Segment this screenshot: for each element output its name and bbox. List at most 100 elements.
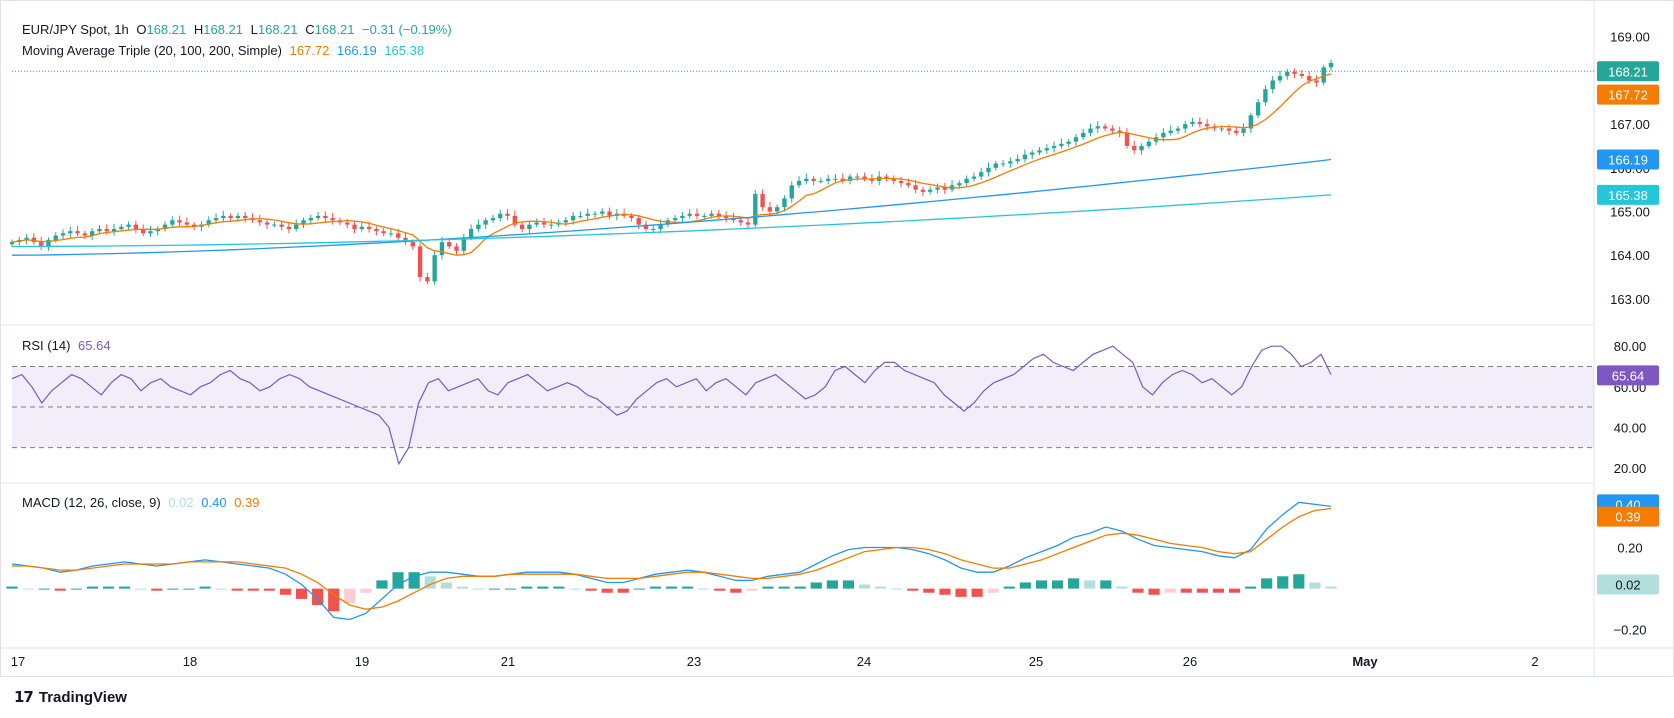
candle-body <box>702 215 707 217</box>
candle-body <box>811 178 816 181</box>
candle-body <box>913 185 918 190</box>
hist-axis-label: 0.02 <box>1615 578 1640 593</box>
macd-histogram-bar <box>1180 588 1192 593</box>
ma100-axis-label-bg <box>1597 149 1659 170</box>
ma20-value: 167.72 <box>289 43 330 58</box>
ma-label: Moving Average Triple (20, 100, 200, Sim… <box>22 43 282 58</box>
candle-body <box>170 220 175 225</box>
macd-pane <box>6 501 1337 621</box>
macd-histogram-bar <box>794 586 806 589</box>
rsi-label: RSI (14) <box>22 338 71 353</box>
macd-histogram-bar <box>424 576 436 589</box>
candle-body <box>1022 154 1028 160</box>
macd-histogram-bar <box>231 588 243 591</box>
macd-histogram-bar <box>1325 586 1337 589</box>
macd-histogram-bar <box>1035 580 1048 589</box>
candle-body <box>119 226 124 229</box>
candle-body <box>1285 71 1290 77</box>
macd-histogram-bar <box>70 588 82 590</box>
time-tick-label: 2 <box>1531 654 1538 669</box>
candle-body <box>1161 132 1166 138</box>
time-tick-label: 24 <box>857 654 871 669</box>
candle-body <box>1102 126 1108 129</box>
candle-body <box>323 215 328 219</box>
candle-body <box>898 180 904 184</box>
candle-body <box>432 255 437 282</box>
candle-body <box>104 228 109 232</box>
candle-body <box>454 246 459 251</box>
candle-body <box>9 242 15 245</box>
candle-body <box>155 228 160 232</box>
candle-body <box>804 178 809 181</box>
macd-label: MACD (12, 26, close, 9) <box>22 495 161 510</box>
macd-histogram-bar <box>617 588 629 593</box>
candle-body <box>1146 141 1151 146</box>
candle-body <box>986 167 991 173</box>
candle-body <box>1248 115 1254 129</box>
macd-histogram-bar <box>923 588 935 593</box>
candle-body <box>723 215 729 219</box>
ma200-line <box>11 194 1332 248</box>
macd-signal-value: 0.39 <box>234 495 260 510</box>
macd-histogram-bar <box>585 588 597 591</box>
macd-histogram-bar <box>215 588 227 590</box>
ma20-line <box>11 73 1332 256</box>
candle-body <box>505 213 510 216</box>
candle-body <box>1321 67 1326 83</box>
candle-body <box>490 218 496 221</box>
macd-histogram-bar <box>1212 588 1224 593</box>
candle-body <box>1015 159 1020 162</box>
tradingview-brand[interactable]: 17 TradingView <box>14 688 127 706</box>
last-price-label: 168.21 <box>1608 64 1648 79</box>
candle-body <box>447 242 452 247</box>
candle-body <box>206 220 211 225</box>
candle-body <box>286 226 292 229</box>
macd-histogram-bar <box>826 580 838 589</box>
ma-legend: Moving Average Triple (20, 100, 200, Sim… <box>22 43 428 58</box>
candle-body <box>979 172 984 177</box>
candle-body <box>767 207 773 212</box>
candle-body <box>1168 130 1173 133</box>
candle-body <box>512 215 518 225</box>
macd-legend: MACD (12, 26, close, 9) 0.02 0.40 0.39 <box>22 495 264 510</box>
candle-body <box>1328 62 1334 68</box>
macd-histogram-bar <box>328 588 340 612</box>
candle-body <box>1204 124 1210 127</box>
macd-histogram-bar <box>54 588 66 591</box>
macd-hist-value: 0.02 <box>168 495 194 510</box>
macd-histogram-bar <box>1309 582 1321 589</box>
candle-body <box>381 231 386 234</box>
candle-body <box>578 215 583 217</box>
candle-body <box>1037 150 1042 153</box>
rsi-line <box>11 345 1332 466</box>
macd-histogram-bar <box>247 588 259 591</box>
price-tick-label: 167.00 <box>1610 117 1650 132</box>
candle-body <box>920 189 926 192</box>
candle-body <box>709 213 714 216</box>
macd-histogram-bar <box>987 588 999 593</box>
candle-body <box>330 218 335 221</box>
price-tick-label: 164.00 <box>1610 248 1650 263</box>
candle-body <box>906 183 911 186</box>
candle-body <box>1197 121 1203 125</box>
macd-histogram-bar <box>22 588 34 590</box>
candle-body <box>374 228 379 232</box>
candle-body <box>1000 163 1006 165</box>
time-tick-label: 26 <box>1183 654 1197 669</box>
candle-body <box>519 224 525 229</box>
candle-body <box>228 215 233 219</box>
macd-histogram-bar <box>891 588 903 590</box>
candle-body <box>46 239 51 247</box>
candle-body <box>1175 128 1181 131</box>
candle-body <box>782 198 787 208</box>
macd-histogram-bar <box>1084 580 1096 589</box>
ma100-value: 166.19 <box>336 43 377 58</box>
candle-body <box>425 277 430 282</box>
candle-body <box>279 224 284 227</box>
candle-body <box>272 224 277 226</box>
candle-body <box>388 233 394 235</box>
close-label: C <box>305 22 315 37</box>
time-tick-label: 21 <box>501 654 515 669</box>
macd-histogram-bar <box>295 588 308 599</box>
candle-body <box>1226 128 1232 131</box>
